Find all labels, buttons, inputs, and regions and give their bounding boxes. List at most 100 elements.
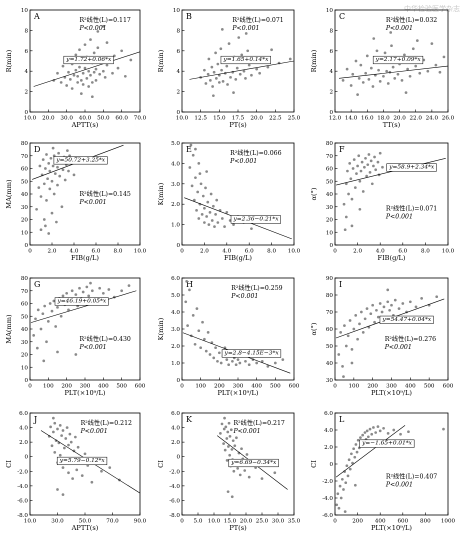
data-point [47,434,51,438]
y-tick-label: 3.0 [171,182,180,188]
data-point [408,300,412,304]
points [342,151,384,232]
data-point [225,459,229,462]
x-tick-label: 6.0 [398,249,407,255]
data-point [373,155,376,159]
data-point [216,359,219,363]
x-tick-label: 400 [405,384,416,390]
points [52,24,133,99]
x-tick-label: 14.0 [345,116,358,122]
x-axis-label: PLT(×10⁹/L) [371,524,412,532]
data-point [184,300,188,304]
data-point [222,427,226,431]
y-tick-label: 0 [329,243,333,249]
y-tick-label: 40 [21,327,29,333]
x-tick-label: 400 [251,384,262,390]
data-point [89,281,92,285]
y-tick-label: 1.0 [171,223,180,229]
data-point [61,493,65,496]
r-squared-label: R²线性(L)=0.071 [386,204,437,212]
data-point [228,434,232,438]
data-point [219,432,222,435]
x-tick-label: 400 [98,384,109,390]
data-point [389,31,393,34]
data-point [61,64,65,68]
data-point [46,177,49,181]
y-tick-label: 70 [326,310,334,316]
data-point [67,443,70,447]
data-point [123,74,127,78]
x-axis-label: FIB(g/L) [224,254,252,262]
data-point [203,206,206,210]
x-tick-label: 5.0 [194,519,203,525]
data-point [50,211,54,215]
data-point [364,71,368,75]
data-point [368,427,372,431]
equation-box: y=2.17+0.09*x [372,55,424,65]
data-point [356,164,359,168]
data-point [235,436,238,440]
data-point [214,346,217,350]
data-point [96,46,100,50]
data-point [76,74,80,78]
data-point [59,81,63,84]
equation-box: y=6.69−0.34*x [228,458,279,468]
data-point [48,187,52,191]
y-tick-label: 5.0 [171,293,180,299]
data-point [353,483,357,487]
data-point [217,351,221,355]
data-point [89,38,92,41]
data-point [94,79,98,82]
data-point [373,320,376,324]
x-tick-label: 30.0 [51,519,64,525]
data-point [223,225,226,228]
data-point [79,92,83,95]
data-point [363,431,367,434]
panel-g: G 0 100 200 300 400 500 600 0 10 20 30 40 50 60 70 80 PLT… [5,276,146,397]
data-point [358,179,362,183]
x-tick-label: 0 [28,384,32,390]
data-point [339,496,343,500]
data-point [226,83,229,86]
x-tick-label: 25.0 [256,519,269,525]
y-tick-label: 0 [329,462,333,468]
data-point [273,471,277,475]
data-point [35,346,39,350]
y-tick-label: 10 [21,230,29,236]
data-point [206,200,210,204]
data-point [347,192,350,196]
x-tick-label: 8.0 [267,249,276,255]
y-tick-label: 0 [24,378,28,384]
data-point [83,43,87,47]
points [199,28,292,98]
data-point [406,67,409,71]
data-point [108,466,112,469]
y-tick-label: 0 [24,110,28,116]
data-point [74,435,77,439]
data-point [195,307,199,310]
data-point [45,199,48,202]
x-tick-label: 0 [333,519,337,525]
data-point [105,41,109,44]
data-point [365,429,369,433]
data-point [442,427,445,431]
x-tick-label: 500 [424,384,435,390]
x-axis-label: APTT(s) [71,121,99,129]
data-point [375,49,379,53]
data-point [67,471,70,475]
plot-frame [334,9,449,113]
x-tick-label: 8.0 [421,249,430,255]
data-point [98,286,102,290]
x-axis-label: PLT(×10⁹/L) [371,389,412,397]
panel-label: J [33,415,37,424]
data-point [53,421,57,425]
y-axis-label: K(min) [157,182,165,205]
x-tick-label: 24.0 [426,116,439,122]
data-point [70,87,74,90]
data-point [281,358,285,361]
x-tick-label: 0 [28,249,32,255]
data-point [43,304,47,308]
y-tick-label: 70 [21,289,29,295]
data-point [212,70,216,74]
data-point [361,331,365,334]
